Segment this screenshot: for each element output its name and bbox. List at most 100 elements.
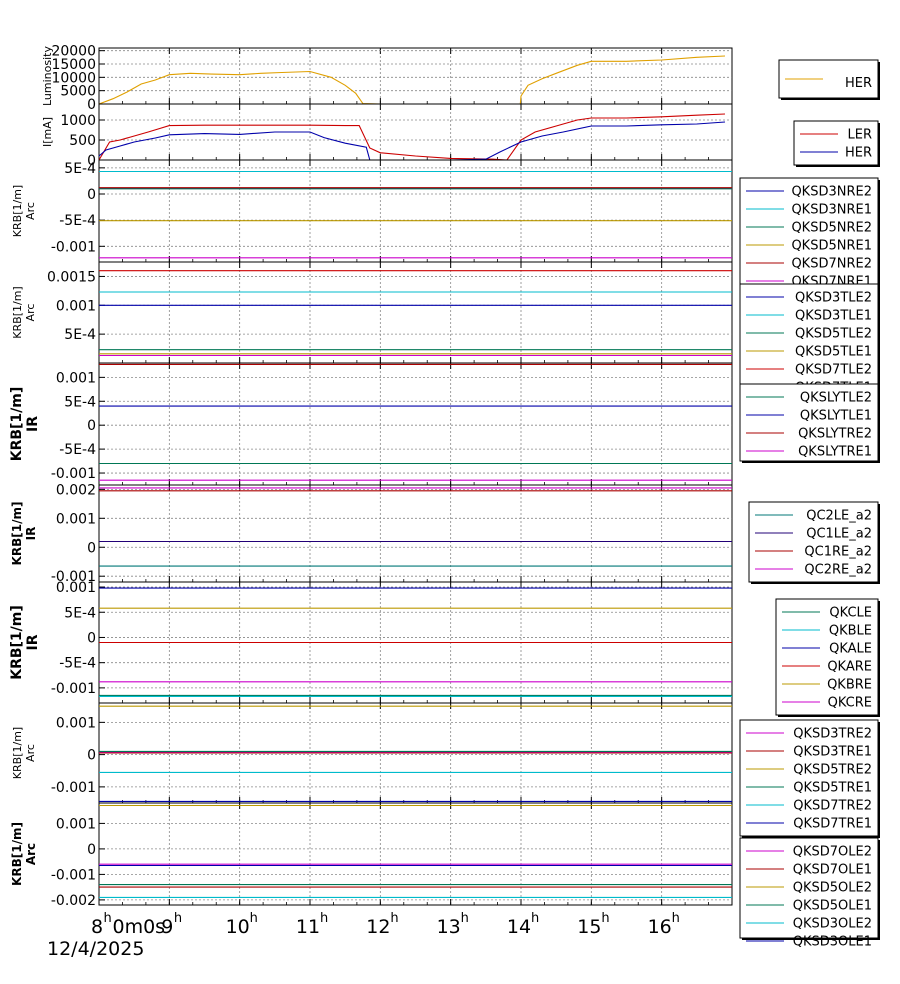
x-tick-label-group: 8 h 0m0s (91, 911, 165, 938)
legend-box (739, 719, 879, 837)
y-tick-label: 0 (87, 97, 96, 113)
series-line-LER (98, 113, 726, 161)
legend-label: QKCLE (829, 606, 872, 621)
panel-krb-ir-1: 0.001 5E-4 0 -5E-4 -0.001 KRB[1/m] IR (9, 362, 733, 486)
legend-label: QKSD3NRE2 (791, 185, 872, 200)
y-tick-label: 10000 (51, 70, 96, 86)
legend-box (739, 177, 879, 295)
legend-box (793, 120, 879, 166)
legend-label: QKSD7TRE2 (793, 799, 872, 814)
series-line-HER (98, 121, 726, 161)
x-tick-label-group: 14 h (507, 911, 539, 938)
legend-label: QKSD3TLE1 (795, 309, 872, 324)
panel-krb-arc-1: 5E-4 0 -5E-4 -0.001 KRB[1/m] Arc (11, 159, 733, 263)
panel-krb-arc-3: 0.001 0 -0.001 KRB[1/m] Arc (11, 702, 733, 804)
x-tick-label-sup: h (250, 911, 258, 926)
y-tick-label: -5E-4 (59, 442, 96, 458)
x-tick-label-sup: h (104, 911, 112, 926)
panel-current: 0 500 1000 I[mA] (41, 103, 733, 169)
plot-frame (98, 362, 733, 486)
legend-label: QKSD5NRE1 (791, 239, 872, 254)
y-tick-label: 5E-4 (64, 605, 96, 621)
y-tick-label: 0.001 (56, 298, 96, 314)
y-tick-label: 0.001 (56, 370, 96, 386)
legend-label: QC2LE_a2 (806, 509, 872, 524)
y-tick-label: -0.001 (51, 681, 96, 697)
y-tick-label: 5000 (60, 84, 96, 100)
legend-label: QKSD5TLE1 (795, 345, 872, 360)
y-tick-label: 0 (87, 187, 96, 203)
panel-krb-ir-2: 0.002 0.001 0 -0.001 KRB[1/m] IR (10, 482, 733, 585)
y-axis-label-2: Arc (24, 304, 37, 322)
legend-current: LER HER (793, 120, 880, 167)
y-tick-label: 0 (87, 540, 96, 556)
legend-box (739, 837, 879, 939)
legend-label: QKSD3TRE2 (793, 727, 872, 742)
legend-label: QKSD3TLE2 (795, 291, 872, 306)
legend-box (739, 283, 879, 399)
legend-label: QKCRE (828, 696, 872, 711)
legend-label: QKSD5OLE2 (793, 881, 872, 896)
x-tick-label-group: 12 h (366, 911, 398, 938)
x-tick-label-sup: h (461, 911, 469, 926)
x-tick-label: 13 (437, 916, 461, 938)
legend-label: QKSD7NRE2 (791, 257, 872, 272)
y-tick-label: 0.001 (56, 511, 96, 527)
x-tick-label-group: 10 h (226, 911, 258, 938)
legend-label: QKSD5NRE2 (791, 221, 872, 236)
legend-krb-ir-2: QC2LE_a2 QC1LE_a2 QC1RE_a2 QC2RE_a2 (748, 501, 880, 584)
y-tick-label: -5E-4 (59, 213, 96, 229)
legend-krb-ir-3: QKCLE QKBLE QKALE QKARE QKBRE QKCRE (775, 598, 880, 717)
panel-krb-ir-3: 0.001 5E-4 0 -5E-4 -0.001 KRB[1/m] IR (9, 580, 733, 704)
chart-panels: 05000100001500020000Luminosity05001000I[… (9, 44, 733, 909)
legend-label: QKSD7OLE2 (793, 845, 872, 860)
x-tick-label-group: 16 h (648, 911, 680, 938)
x-tick-label-sup: h (174, 911, 182, 926)
y-axis-label-2: Arc (24, 744, 37, 762)
x-tick-label: 10 (226, 916, 250, 938)
y-tick-label: 5E-4 (64, 161, 96, 177)
y-tick-label: 5E-4 (64, 394, 96, 410)
legend-label: QKSD3OLE1 (793, 935, 872, 950)
legend-label: QKSLYTLE1 (800, 409, 872, 424)
x-tick-label: 11 (296, 916, 320, 938)
y-tick-label: 5E-4 (64, 327, 96, 343)
legend-label: LER (848, 128, 873, 143)
y-axis-label: Luminosity (41, 46, 54, 106)
x-tick-label: 8 (91, 916, 103, 938)
y-tick-label: 0.001 (56, 715, 96, 731)
y-tick-label: 15000 (51, 57, 96, 73)
legend-label: QKSLYTLE2 (800, 391, 872, 406)
legend-box (775, 598, 879, 716)
legend-label: QKSD5OLE1 (793, 899, 872, 914)
legend-label: QC1RE_a2 (804, 545, 872, 560)
y-axis-label: KRB[1/m] (11, 185, 24, 237)
y-tick-label: 0 (87, 842, 96, 858)
x-tick-label: 15 (577, 916, 601, 938)
y-tick-label: -0.001 (51, 239, 96, 255)
date-label: 12/4/2025 (47, 938, 144, 960)
y-tick-label: 1000 (60, 113, 96, 129)
plot-frame (98, 802, 733, 906)
y-tick-label: 0.001 (56, 580, 96, 596)
x-tick-label-sup: h (531, 911, 539, 926)
legends: HERLERHERQKSD3NRE2QKSD3NRE1QKSD5NRE2QKSD… (739, 59, 880, 950)
panel-krb-arc-4: 0.001 0 -0.001 -0.002 KRB[1/m] Arc (10, 802, 733, 909)
y-tick-label: 0 (87, 630, 96, 646)
legend-label: HER (845, 76, 872, 91)
y-tick-label: 0.001 (56, 816, 96, 832)
series-line-HER (98, 55, 726, 105)
legend-label: QKSD7TRE1 (793, 817, 872, 832)
legend-label: QKBLE (829, 624, 872, 639)
y-axis-label: KRB[1/m] (11, 286, 24, 338)
legend-label: HER (845, 146, 872, 161)
legend-label: QC2RE_a2 (804, 563, 872, 578)
legend-label: QKSLYTRE1 (798, 445, 872, 460)
y-axis-label: KRB[1/m] (10, 502, 24, 566)
plot-frame (98, 159, 733, 263)
y-axis-label: KRB[1/m] (9, 605, 25, 680)
x-tick-label: 12 (366, 916, 390, 938)
